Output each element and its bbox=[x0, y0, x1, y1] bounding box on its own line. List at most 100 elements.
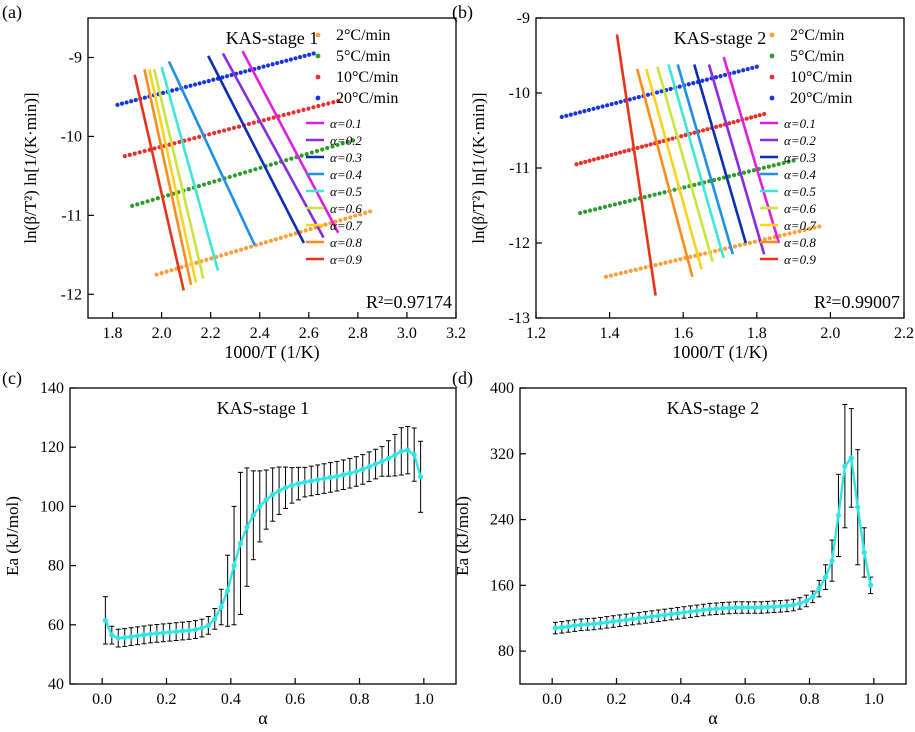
data-point bbox=[781, 160, 786, 166]
data-point bbox=[584, 621, 591, 627]
data-point bbox=[154, 272, 159, 277]
legend-label: α=0.4 bbox=[784, 167, 816, 182]
data-point bbox=[642, 195, 647, 200]
data-point bbox=[810, 594, 816, 600]
data-point bbox=[348, 215, 353, 220]
data-point bbox=[169, 268, 174, 273]
data-point bbox=[284, 58, 289, 63]
data-point bbox=[746, 169, 752, 174]
data-point bbox=[311, 105, 316, 110]
data-point bbox=[411, 452, 417, 458]
y-axis-label: ln(β/T²) ln[1/(K·min)] bbox=[469, 92, 488, 243]
legend-label: 10°C/min bbox=[790, 69, 852, 86]
data-point bbox=[405, 447, 411, 453]
y-tick-label: -10 bbox=[61, 128, 82, 145]
chart-title: KAS-stage 1 bbox=[226, 28, 319, 48]
data-point bbox=[160, 90, 166, 96]
data-point bbox=[293, 56, 298, 61]
data-point bbox=[636, 615, 642, 621]
y-tick-label: -13 bbox=[509, 310, 530, 327]
y-tick-label: 240 bbox=[490, 512, 514, 529]
data-point bbox=[745, 66, 750, 72]
x-tick-label: 1.0 bbox=[414, 691, 434, 708]
data-point bbox=[197, 134, 202, 139]
data-point bbox=[578, 210, 583, 216]
data-point bbox=[246, 121, 251, 127]
legend-marker bbox=[769, 53, 775, 59]
plot-frame bbox=[69, 387, 457, 685]
data-point bbox=[202, 80, 207, 85]
data-point bbox=[604, 619, 610, 625]
x-tick-label: 1.4 bbox=[600, 325, 620, 342]
data-point bbox=[303, 228, 308, 233]
data-point bbox=[653, 262, 658, 268]
y-tick-label: -12 bbox=[61, 286, 82, 303]
ea-line bbox=[555, 454, 872, 630]
data-point bbox=[238, 247, 244, 252]
data-point bbox=[822, 574, 829, 580]
data-point bbox=[787, 231, 792, 236]
data-point bbox=[372, 461, 379, 467]
data-point bbox=[722, 246, 728, 251]
data-point bbox=[220, 75, 225, 80]
fit-line-α=0.8 bbox=[635, 68, 694, 278]
data-point bbox=[124, 100, 129, 105]
x-tick-label: 1.2 bbox=[526, 325, 546, 342]
data-point bbox=[335, 142, 340, 148]
series-ea bbox=[552, 403, 874, 635]
data-point bbox=[741, 68, 746, 73]
data-point bbox=[628, 268, 633, 274]
legend-label: α=0.8 bbox=[784, 235, 816, 250]
data-point bbox=[336, 98, 341, 103]
data-point bbox=[605, 103, 610, 108]
data-point bbox=[379, 458, 385, 465]
data-point bbox=[726, 605, 732, 611]
r-squared-annotation: R²=0.97174 bbox=[366, 292, 452, 312]
data-point bbox=[707, 606, 713, 612]
data-point bbox=[786, 159, 791, 164]
data-point bbox=[253, 167, 258, 172]
data-point bbox=[238, 70, 243, 75]
fit-line-α=0.1 bbox=[722, 56, 781, 244]
data-point bbox=[323, 222, 328, 227]
data-point bbox=[320, 147, 325, 152]
data-point bbox=[633, 267, 638, 272]
data-point bbox=[714, 124, 719, 129]
fit-line-α=0.5 bbox=[667, 64, 725, 259]
panel-label-b: (b) bbox=[452, 2, 473, 23]
legend-label: α=0.1 bbox=[330, 116, 362, 131]
data-point bbox=[703, 251, 708, 256]
data-point bbox=[592, 207, 598, 212]
fit-line-α=0.9 bbox=[133, 74, 185, 291]
data-point bbox=[164, 269, 169, 274]
data-point bbox=[618, 99, 623, 104]
data-point bbox=[697, 181, 702, 186]
data-point bbox=[629, 616, 636, 622]
data-point bbox=[199, 625, 205, 631]
data-point bbox=[608, 273, 613, 278]
data-point bbox=[578, 160, 583, 166]
data-point bbox=[751, 168, 756, 173]
legend-label: α=0.5 bbox=[784, 184, 816, 199]
data-point bbox=[868, 582, 874, 588]
y-tick-label: 60 bbox=[48, 617, 64, 634]
data-point bbox=[343, 216, 348, 221]
data-point bbox=[284, 158, 289, 163]
data-point bbox=[573, 111, 578, 116]
data-point bbox=[177, 139, 182, 145]
data-point bbox=[623, 617, 629, 623]
legend: 2°C/min 5°C/min 10°C/min 20°C/min α=0.1 α=0.2… bbox=[306, 27, 398, 267]
data-point bbox=[368, 209, 373, 214]
y-tick-label: 320 bbox=[490, 446, 514, 463]
data-point bbox=[835, 512, 842, 519]
x-tick-label: 0.2 bbox=[157, 691, 177, 708]
data-point bbox=[639, 144, 645, 149]
data-point bbox=[234, 248, 239, 254]
data-point bbox=[596, 156, 601, 161]
data-point bbox=[766, 164, 771, 169]
data-point bbox=[612, 202, 618, 207]
data-point bbox=[848, 455, 854, 461]
data-point bbox=[678, 257, 683, 262]
fit-line-α=0.7 bbox=[148, 69, 198, 283]
data-point bbox=[275, 60, 280, 66]
